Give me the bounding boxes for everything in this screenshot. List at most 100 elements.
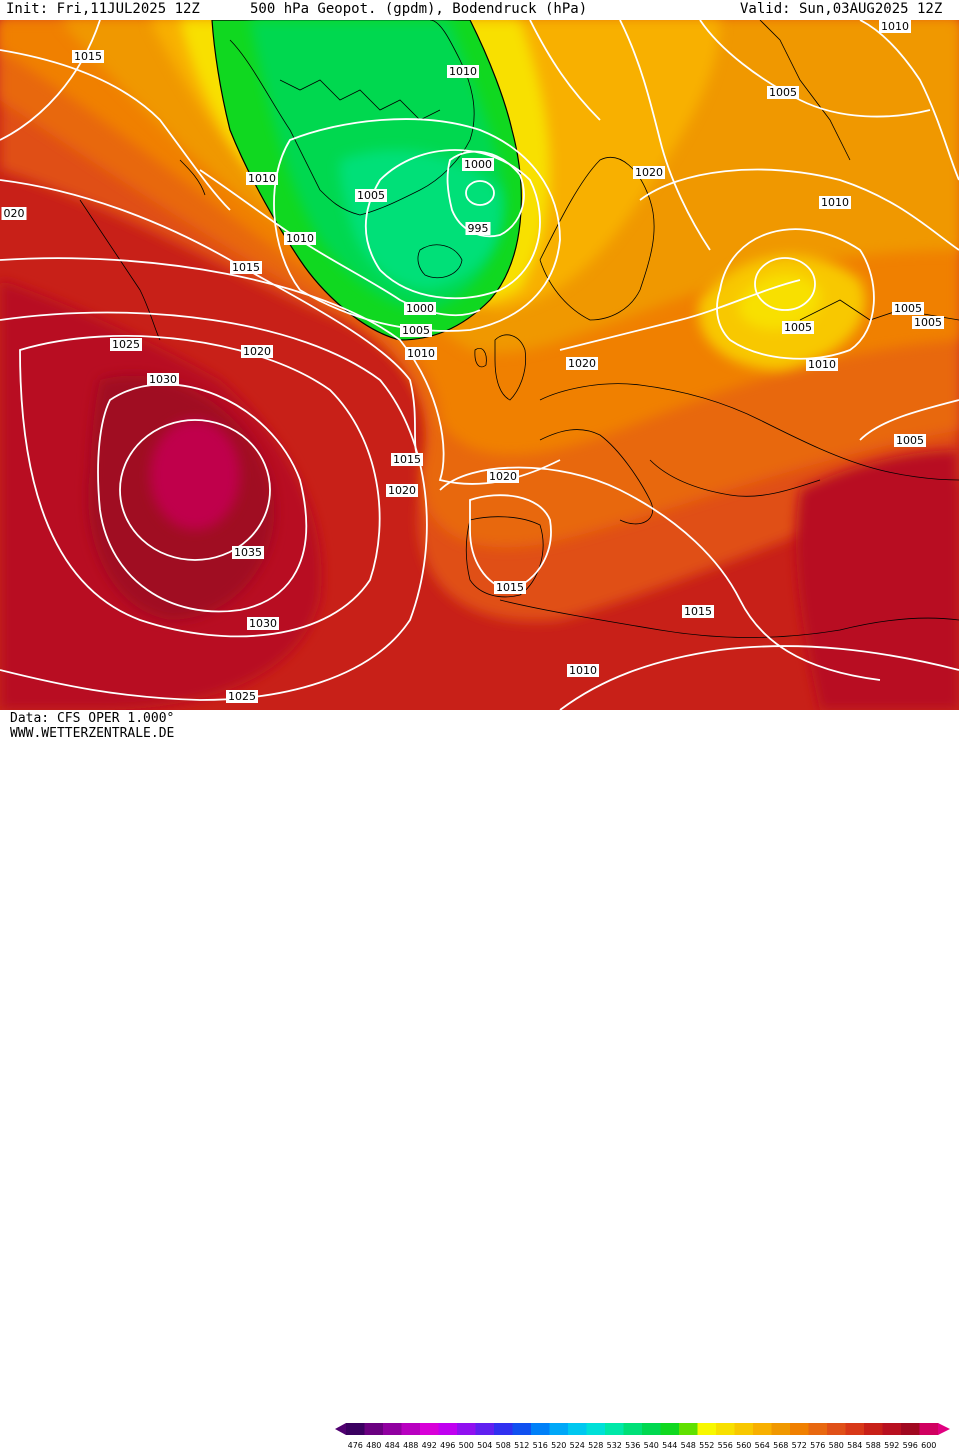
svg-text:1005: 1005 (784, 321, 812, 334)
init-time-label: Init: Fri,11JUL2025 12Z (6, 1, 200, 17)
isobar-label: 1015 (494, 581, 526, 594)
legend-arrow-left (335, 1423, 346, 1435)
legend-value-label: 600 (921, 1441, 936, 1450)
legend-swatch (716, 1423, 735, 1435)
legend-swatch (697, 1423, 717, 1435)
legend-swatch (790, 1423, 809, 1435)
legend-value-label: 524 (570, 1441, 585, 1450)
legend-arrow-right (938, 1423, 950, 1435)
svg-text:1000: 1000 (464, 158, 492, 171)
legend-swatch (512, 1423, 532, 1435)
isobar-label: 1000 (462, 158, 494, 171)
legend-swatch (586, 1423, 606, 1435)
legend-value-label: 480 (366, 1441, 381, 1450)
isobar-label: 1035 (232, 546, 264, 559)
isobar-label: 1030 (247, 617, 279, 630)
legend-swatch (679, 1423, 698, 1435)
svg-text:1020: 1020 (489, 470, 517, 483)
website-label: WWW.WETTERZENTRALE.DE (10, 726, 175, 741)
isobar-label: 1020 (241, 345, 273, 358)
legend-value-label: 520 (551, 1441, 566, 1450)
legend-swatch (753, 1423, 772, 1435)
valid-time-label: Valid: Sun,03AUG2025 12Z (740, 1, 943, 17)
legend-value-label: 496 (440, 1441, 455, 1450)
svg-text:1005: 1005 (896, 434, 924, 447)
svg-text:1010: 1010 (407, 347, 435, 360)
legend-value-label: 492 (422, 1441, 437, 1450)
svg-text:1025: 1025 (112, 338, 140, 351)
legend-value-label: 564 (755, 1441, 770, 1450)
legend-swatch (420, 1423, 439, 1435)
isobar-label: 1015 (72, 50, 104, 63)
legend-value-label: 560 (736, 1441, 751, 1450)
legend-swatch (734, 1423, 754, 1435)
legend-swatch (549, 1423, 569, 1435)
svg-text:1000: 1000 (406, 302, 434, 315)
svg-text:1020: 1020 (568, 357, 596, 370)
legend-value-label: 548 (681, 1441, 696, 1450)
legend-value-label: 556 (718, 1441, 733, 1450)
legend-swatch (346, 1423, 365, 1435)
color-scale-legend: 476 480 484 488 492 496 500 504 508 512 516 520 524 5… (335, 1423, 950, 1450)
legend-swatch (808, 1423, 828, 1435)
legend-value-label: 580 (829, 1441, 844, 1450)
legend-value-label: 540 (644, 1441, 659, 1450)
isobar-label: 1010 (405, 347, 437, 360)
svg-text:1010: 1010 (248, 172, 276, 185)
svg-text:995: 995 (468, 222, 489, 235)
svg-text:1010: 1010 (821, 196, 849, 209)
legend-value-label: 584 (847, 1441, 862, 1450)
svg-text:1005: 1005 (914, 316, 942, 329)
svg-text:020: 020 (4, 207, 25, 220)
svg-text:1010: 1010 (286, 232, 314, 245)
legend-swatch (919, 1423, 939, 1435)
legend-swatch (401, 1423, 421, 1435)
isobar-label: 1010 (447, 65, 479, 78)
svg-text:1020: 1020 (388, 484, 416, 497)
isobar-label: 1025 (226, 690, 258, 703)
isobar-label: 1020 (633, 166, 665, 179)
legend-value-label: 528 (588, 1441, 603, 1450)
legend-value-label: 588 (866, 1441, 881, 1450)
legend-swatch (364, 1423, 384, 1435)
legend-value-label: 592 (884, 1441, 899, 1450)
isobar-label: 995 (465, 222, 491, 235)
legend-swatch (531, 1423, 550, 1435)
legend-swatch (457, 1423, 476, 1435)
isobar-label: 1010 (567, 664, 599, 677)
legend-swatch (827, 1423, 846, 1435)
legend-swatch (438, 1423, 458, 1435)
svg-text:1015: 1015 (496, 581, 524, 594)
isobar-label: 1005 (767, 86, 799, 99)
svg-text:1005: 1005 (402, 324, 430, 337)
legend-value-label: 544 (662, 1441, 677, 1450)
legend-swatch (882, 1423, 902, 1435)
geopotential-field (0, 20, 959, 710)
legend-value-label: 512 (514, 1441, 529, 1450)
legend-value-label: 508 (496, 1441, 511, 1450)
svg-text:1015: 1015 (684, 605, 712, 618)
isobar-label: 1020 (487, 470, 519, 483)
legend-value-label: 552 (699, 1441, 714, 1450)
legend-value-label: 536 (625, 1441, 640, 1450)
legend-value-label: 476 (348, 1441, 363, 1450)
isobar-label: 1010 (806, 358, 838, 371)
svg-text:1030: 1030 (149, 373, 177, 386)
svg-text:1020: 1020 (635, 166, 663, 179)
svg-text:1010: 1010 (449, 65, 477, 78)
legend-value-label: 500 (459, 1441, 474, 1450)
svg-text:1010: 1010 (569, 664, 597, 677)
isobar-labels: 1015 020 1010 1000 1005 995 1010 1010 1015 1000 10… (1, 20, 944, 703)
isobar-label: 1005 (892, 302, 924, 315)
legend-value-label: 568 (773, 1441, 788, 1450)
svg-text:1030: 1030 (249, 617, 277, 630)
isobar-label: 1000 (404, 302, 436, 315)
legend-value-label: 572 (792, 1441, 807, 1450)
legend-value-label: 484 (385, 1441, 400, 1450)
isobar-label: 1015 (682, 605, 714, 618)
legend-value-label: 516 (533, 1441, 548, 1450)
legend-swatch (771, 1423, 791, 1435)
legend-swatch (845, 1423, 865, 1435)
isobar-label: 1005 (355, 189, 387, 202)
legend-value-label: 488 (403, 1441, 418, 1450)
